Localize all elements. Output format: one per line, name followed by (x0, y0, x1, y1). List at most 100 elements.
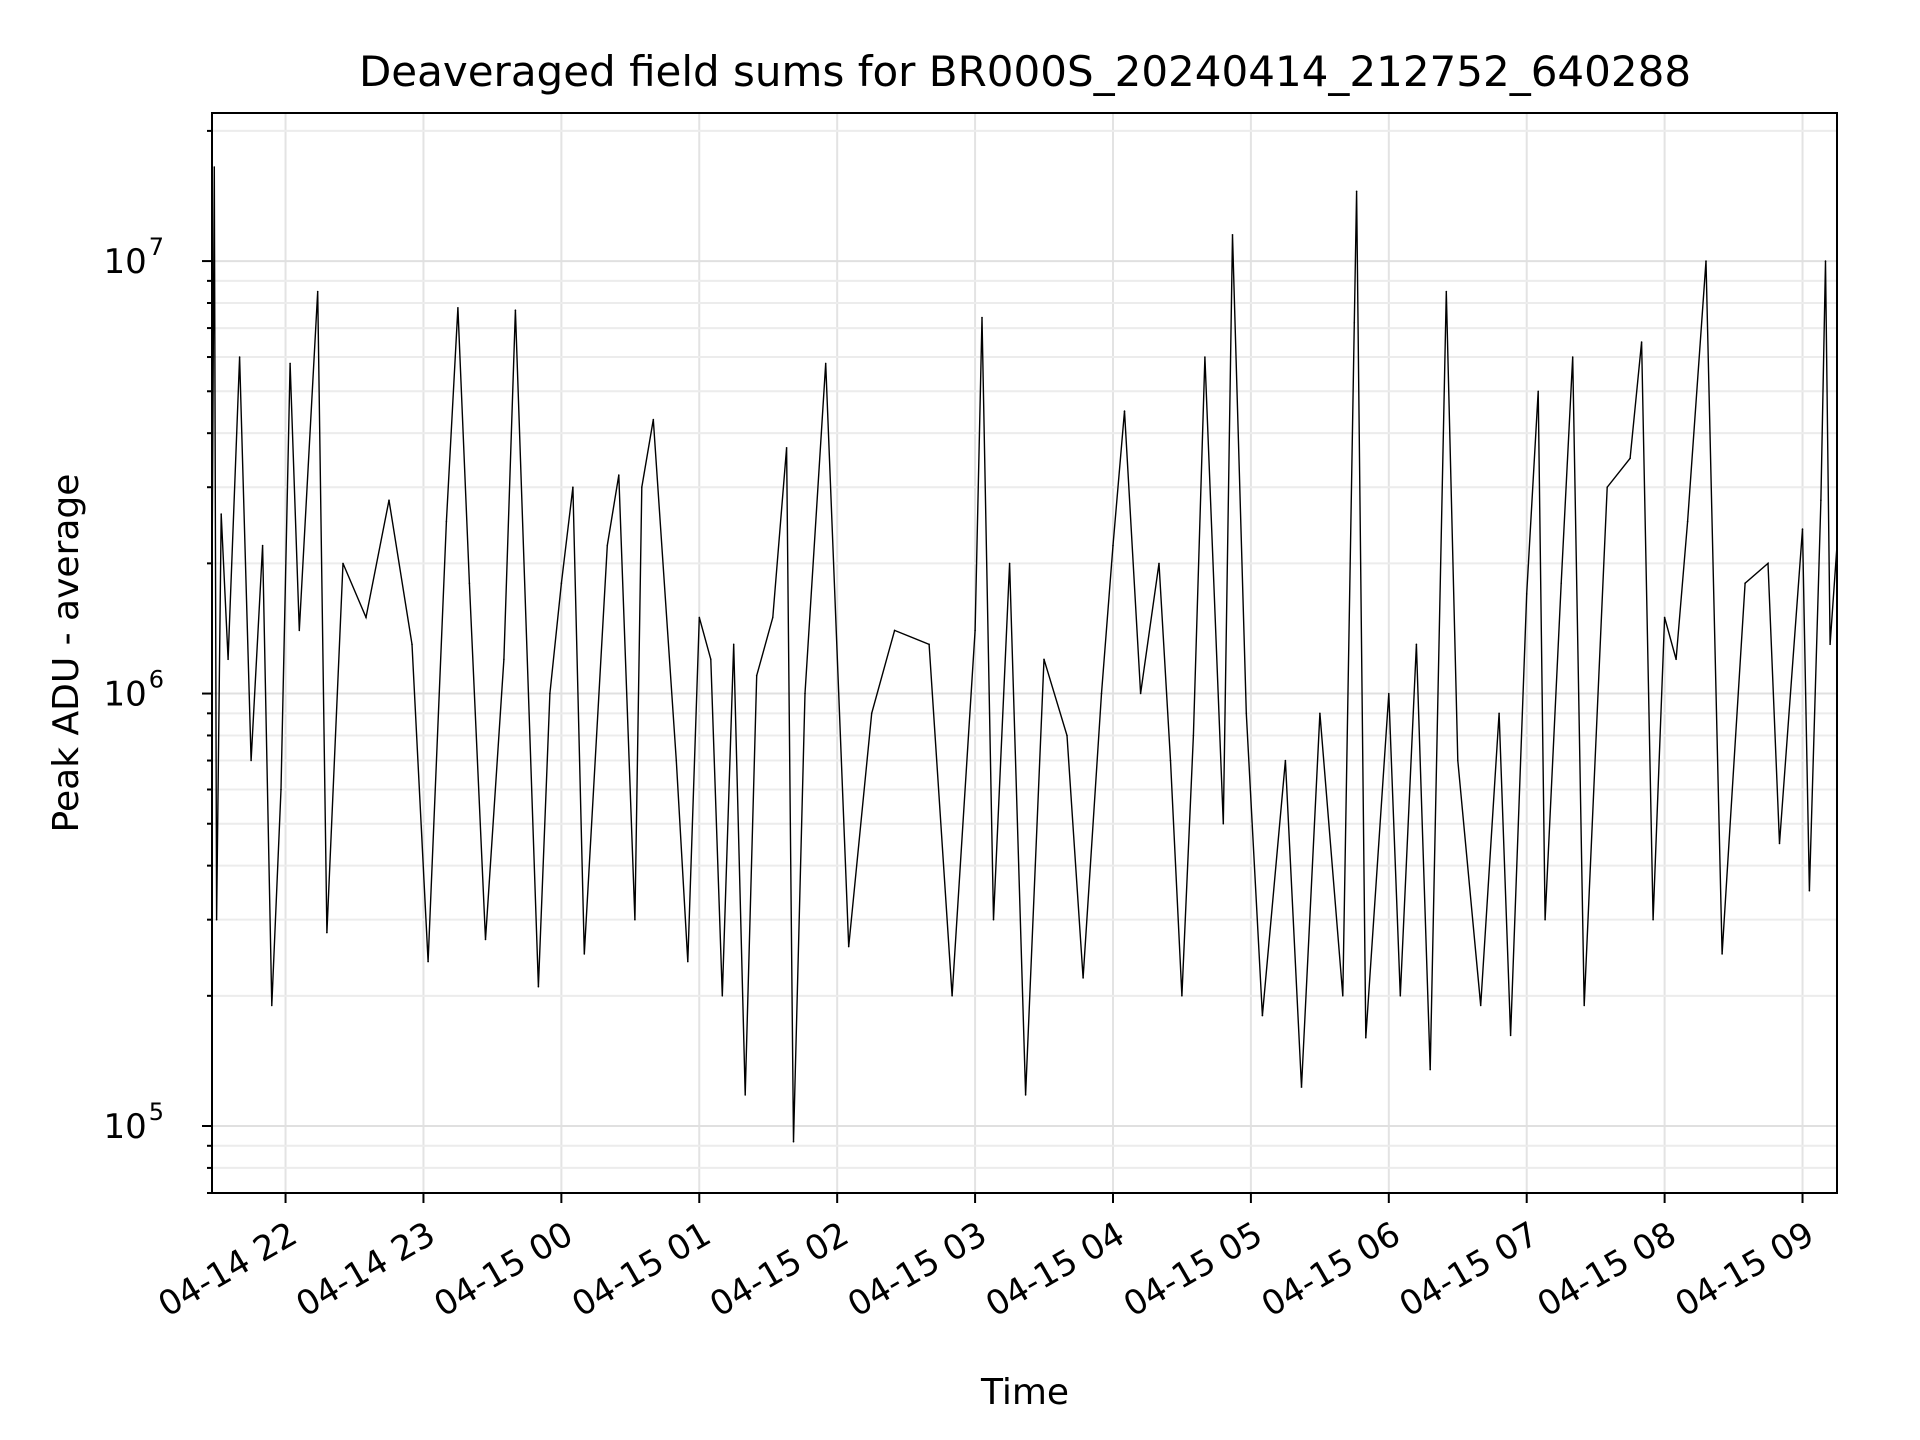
data-point (1544, 918, 1546, 921)
plot-frame (211, 112, 1838, 1194)
data-point (549, 692, 551, 695)
data-point (1767, 562, 1769, 565)
data-point (1675, 658, 1677, 661)
data-point (227, 658, 229, 661)
data-point (606, 544, 609, 547)
data-point (342, 562, 344, 565)
data-point (981, 316, 983, 319)
data-point (804, 692, 806, 695)
data-point (1525, 593, 1528, 595)
data-point (250, 759, 252, 762)
data-point (280, 788, 282, 791)
data-point (537, 985, 540, 988)
data-point (514, 309, 517, 312)
data-point (1024, 1094, 1027, 1096)
data-point (1181, 995, 1183, 997)
data-point (870, 712, 873, 715)
data-point (1139, 692, 1142, 695)
data-point (365, 616, 367, 619)
data-point (560, 582, 563, 584)
data-point (1686, 520, 1689, 523)
data-point (792, 1140, 795, 1143)
data-point (484, 938, 487, 941)
data-point (1808, 889, 1811, 892)
x-axis-label: Time (980, 1372, 1069, 1413)
data-point (1583, 1004, 1585, 1007)
data-point (326, 931, 328, 934)
data-point (992, 918, 995, 921)
y-tick-exponent: 7 (149, 233, 164, 261)
data-point (298, 629, 301, 632)
data-point (1123, 410, 1126, 412)
data-point (1399, 995, 1402, 997)
data-point (1415, 643, 1418, 646)
data-point (1429, 1068, 1431, 1071)
data-point (634, 918, 636, 921)
series (211, 166, 1838, 1143)
data-point (1261, 1014, 1264, 1017)
data-point (468, 582, 471, 584)
data-point (271, 1004, 273, 1007)
data-point (220, 513, 222, 515)
data-point (1192, 734, 1195, 737)
data-point (1606, 486, 1608, 489)
data-point (847, 945, 850, 948)
data-point (1778, 842, 1781, 845)
data-point (457, 307, 459, 309)
data-point (1640, 341, 1643, 343)
data-point (1353, 322, 1356, 324)
data-point (928, 643, 930, 646)
data-point (1355, 190, 1358, 193)
data-point (1801, 528, 1804, 530)
data-point (238, 356, 241, 358)
data-point (1652, 918, 1654, 921)
data-point (1705, 260, 1707, 262)
data-point (1222, 822, 1225, 825)
data-point (1169, 759, 1172, 762)
data-point (289, 362, 291, 365)
data-point (1537, 390, 1539, 393)
data-point (411, 643, 413, 646)
y-tick-exponent: 5 (149, 1098, 164, 1126)
data-point (1560, 582, 1562, 584)
data-point (652, 418, 655, 421)
data-point (1300, 1086, 1303, 1088)
data-point (503, 658, 505, 661)
data-point (618, 474, 620, 476)
data-point (1319, 712, 1321, 715)
data-point (572, 486, 574, 489)
data-point (785, 447, 788, 449)
data-point (698, 616, 701, 619)
data-point (1008, 562, 1011, 565)
data-point (1245, 712, 1248, 715)
data-point (687, 960, 689, 963)
data-point (1082, 977, 1084, 979)
data-point (1388, 692, 1390, 695)
data-point (1457, 759, 1459, 762)
data-point (732, 643, 735, 646)
series-line (211, 166, 1838, 1142)
data-point (1066, 734, 1068, 737)
data-point (824, 362, 827, 365)
data-point (1100, 692, 1103, 695)
data-point (445, 520, 448, 523)
data-point (1744, 582, 1746, 584)
y-tick-exponent: 6 (149, 666, 164, 694)
data-point (641, 486, 643, 489)
data-point (772, 616, 774, 619)
grid (212, 113, 1837, 1194)
data-point (213, 166, 216, 168)
data-point (951, 995, 953, 997)
data-point (261, 544, 264, 547)
data-point (1721, 953, 1723, 955)
y-tick-label: 106 (103, 666, 164, 715)
data-point (1284, 759, 1287, 762)
data-point (215, 918, 218, 921)
data-point (675, 759, 678, 762)
data-point (1571, 356, 1574, 358)
data-point (388, 499, 390, 502)
data-point (1365, 1036, 1367, 1039)
data-point (893, 629, 896, 632)
data-point (744, 1094, 746, 1096)
